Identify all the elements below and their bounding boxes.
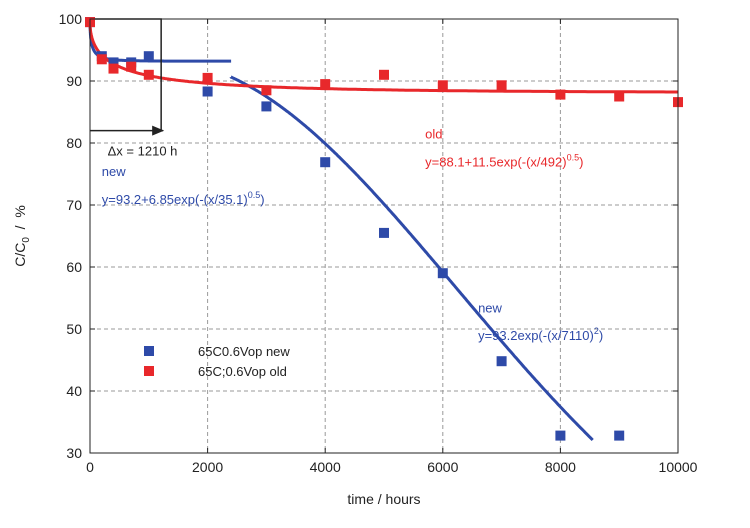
data-point-old xyxy=(96,54,107,65)
axis-ticks: 0 2000 4000 6000 8000 10000 30 40 50 60 70 80 90 100 xyxy=(59,11,698,475)
annotation-old-equation: y=88.1+11.5exp(-(x/492)0.5) xyxy=(425,153,583,170)
data-point-new xyxy=(437,268,448,279)
data-point-old xyxy=(261,85,272,96)
annotation-new-early-label: new xyxy=(102,164,126,179)
annotation-new-late-label: new xyxy=(478,300,502,315)
data-point-new xyxy=(614,430,625,441)
x-tick-label: 4000 xyxy=(310,459,341,475)
data-point-old xyxy=(126,61,137,72)
annotation-old-label: old xyxy=(425,127,442,142)
data-point-old xyxy=(108,63,119,74)
data-point-new xyxy=(143,51,154,62)
data-point-new xyxy=(261,101,272,112)
plot-frame xyxy=(89,18,679,454)
x-axis-label: time / hours xyxy=(347,491,420,507)
data-point-old xyxy=(496,80,507,91)
annotations: Δx = 1210 h new y=93.2+6.85exp(-(x/35.1)… xyxy=(102,127,603,344)
fit-curve-new-late xyxy=(229,75,594,442)
data-point-old xyxy=(143,69,154,80)
x-tick-label: 2000 xyxy=(192,459,223,475)
x-tick-label: 0 xyxy=(86,459,94,475)
data-point-new xyxy=(496,356,507,367)
data-point-old xyxy=(320,79,331,90)
x-tick-label: 10000 xyxy=(659,459,698,475)
annotation-new-early-equation: y=93.2+6.85exp(-(x/35.1)0.5) xyxy=(102,190,265,207)
y-tick-label: 100 xyxy=(59,11,83,27)
data-point-new xyxy=(555,430,566,441)
data-point-old xyxy=(555,89,566,100)
data-point-old xyxy=(614,91,625,102)
data-point-new xyxy=(320,157,331,168)
legend-marker-old xyxy=(144,366,154,376)
y-tick-label: 90 xyxy=(66,73,82,89)
y-tick-label: 40 xyxy=(66,383,82,399)
x-tick-label: 8000 xyxy=(545,459,576,475)
annotation-delta-x: Δx = 1210 h xyxy=(108,143,178,158)
fit-curve-new-early xyxy=(88,18,232,63)
data-point-new xyxy=(108,57,119,68)
legend-marker-new xyxy=(144,346,154,356)
y-tick-label: 30 xyxy=(66,445,82,461)
shift-arrow-head xyxy=(152,125,165,136)
y-tick-label: 80 xyxy=(66,135,82,151)
data-point-new xyxy=(202,86,213,97)
y-tick-label: 50 xyxy=(66,321,82,337)
legend: 65C0.6Vop new 65C;0.6Vop old xyxy=(144,344,290,379)
annotation-new-late-equation: y=93.2exp(-(x/7110)2) xyxy=(478,326,603,343)
x-tick-label: 6000 xyxy=(427,459,458,475)
data-point-old xyxy=(437,80,448,91)
data-point-old xyxy=(379,69,389,80)
data-point-new xyxy=(379,227,389,238)
legend-label-old: 65C;0.6Vop old xyxy=(198,364,287,379)
y-axis-label: C/C0 / % xyxy=(12,205,32,267)
legend-label-new: 65C0.6Vop new xyxy=(198,344,290,359)
data-point-old xyxy=(202,72,213,83)
y-tick-label: 70 xyxy=(66,197,82,213)
y-tick-label: 60 xyxy=(66,259,82,275)
